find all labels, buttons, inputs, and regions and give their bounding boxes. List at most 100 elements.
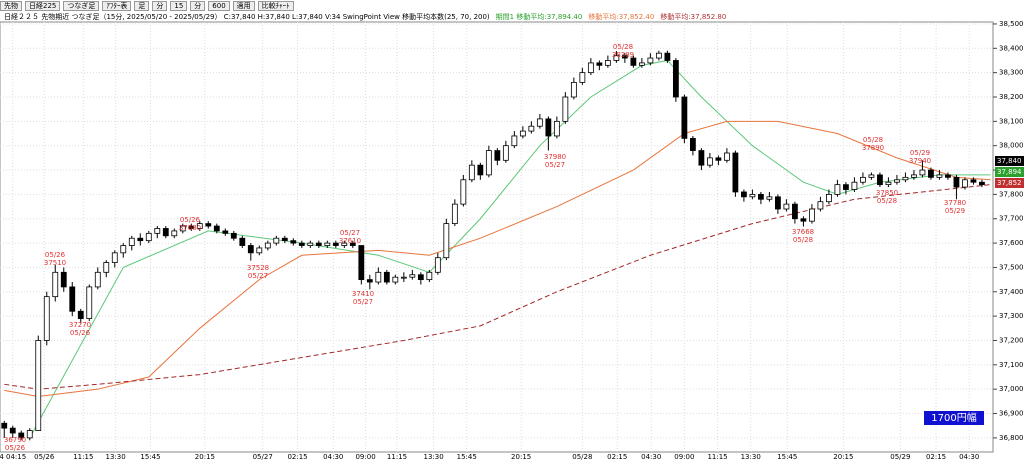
- header-segment: 移動平均:37,852.80: [660, 12, 726, 21]
- candle-body: [749, 193, 756, 198]
- candle-body: [349, 242, 356, 246]
- swing-label: 05/29: [910, 149, 930, 157]
- candle-body: [307, 242, 314, 246]
- candle-body: [613, 55, 620, 61]
- candle-body: [417, 274, 424, 281]
- swing-label: 37980: [544, 153, 566, 161]
- candle-body: [383, 271, 390, 283]
- candle-body: [196, 223, 203, 229]
- toolbar-item[interactable]: ｱﾌﾀｰ表: [102, 0, 132, 11]
- candle-body: [672, 60, 679, 98]
- toolbar-item[interactable]: 適用: [232, 0, 255, 11]
- x-tick-label: 20:15: [833, 453, 853, 461]
- candle-body: [698, 150, 705, 166]
- candle-body: [502, 145, 509, 161]
- toolbar-item[interactable]: 先物: [0, 0, 22, 11]
- candle-body: [953, 176, 960, 188]
- moving-average: [4, 184, 991, 390]
- swing-label: 37668: [792, 228, 814, 236]
- toolbar-item[interactable]: 日経225: [25, 0, 61, 11]
- candle-body: [834, 184, 841, 195]
- moving-average: [29, 59, 991, 439]
- candle-body: [766, 196, 773, 200]
- header-segment: 期間1 移動平均:37,894.40: [496, 12, 583, 21]
- x-tick-label: 11:15: [73, 453, 93, 461]
- candle-body: [621, 55, 628, 59]
- price-tag: 37,894: [997, 168, 1022, 176]
- swing-label: 05/26: [180, 216, 201, 224]
- candle-body: [247, 245, 254, 254]
- swing-label: 37610: [339, 237, 361, 245]
- candle-body: [154, 228, 161, 234]
- candle-body: [443, 223, 450, 259]
- candle-body: [596, 62, 603, 66]
- toolbar-item[interactable]: 足: [134, 0, 150, 11]
- swing-label: 05/28: [877, 197, 897, 205]
- candle-body: [332, 242, 339, 246]
- candle-body: [222, 230, 229, 234]
- candle-body: [128, 237, 135, 246]
- candle-body: [485, 150, 492, 176]
- candle-body: [451, 203, 458, 225]
- candle-body: [426, 271, 433, 281]
- toolbar-item[interactable]: 比較ﾁｬｰﾄ: [257, 0, 294, 11]
- candle-body: [740, 191, 747, 198]
- candle-body: [77, 310, 84, 319]
- candle-body: [162, 228, 169, 237]
- candle-body: [434, 257, 441, 273]
- swing-label: 37680: [179, 224, 201, 232]
- candle-body: [35, 340, 42, 431]
- price-tag: 37,852: [997, 179, 1022, 187]
- swing-label: 37940: [909, 157, 931, 165]
- header-segment: 日経２２５ 先物期近 つなぎ足（15分, 2025/05/20 - 2025/0…: [4, 12, 490, 21]
- x-tick-label: 02:15: [287, 453, 307, 461]
- candle-body: [26, 430, 33, 439]
- y-tick-label: 38,500: [999, 20, 1024, 28]
- candle-body: [315, 242, 322, 246]
- candle-body: [587, 62, 594, 74]
- candle-body: [562, 96, 569, 122]
- candle-body: [358, 245, 365, 281]
- x-tick-label: 05/28: [572, 453, 592, 461]
- candle-body: [18, 432, 25, 439]
- candle-body: [60, 271, 67, 288]
- x-tick-label: 15:45: [777, 453, 797, 461]
- y-tick-label: 37,800: [999, 190, 1024, 198]
- y-tick-label: 37,200: [999, 336, 1024, 344]
- candle-body: [94, 271, 101, 288]
- x-tick-label: 04:30: [959, 453, 979, 461]
- x-tick-label: 15:45: [140, 453, 160, 461]
- swing-label: 05/28: [613, 43, 633, 51]
- x-tick-label: 02:15: [607, 453, 627, 461]
- y-tick-label: 38,200: [999, 93, 1024, 101]
- toolbar-item[interactable]: 15: [170, 0, 188, 11]
- x-tick-label: 11:15: [387, 453, 407, 461]
- candle-body: [494, 150, 501, 161]
- toolbar: 先物 日経225 つなぎ足 ｱﾌﾀｰ表足分 15 分 600 適用 比較ﾁｬｰﾄ: [0, 0, 294, 11]
- candle-body: [860, 176, 866, 183]
- toolbar-item[interactable]: つなぎ足: [63, 0, 100, 11]
- candle-body: [817, 201, 824, 210]
- toolbar-item[interactable]: 600: [208, 0, 230, 11]
- candle-body: [366, 279, 373, 283]
- candle-body: [809, 208, 815, 222]
- y-tick-label: 38,000: [999, 142, 1024, 150]
- price-tag-bg: [995, 156, 1024, 166]
- swing-label: 05/27: [340, 229, 360, 237]
- x-tick-label: 20:15: [195, 453, 215, 461]
- y-tick-label: 36,900: [999, 410, 1024, 418]
- swing-label: 37410: [352, 290, 374, 298]
- x-tick-label: 13:30: [106, 453, 126, 461]
- toolbar-item[interactable]: 分: [190, 0, 206, 11]
- candle-body: [885, 181, 892, 186]
- candle-body: [894, 179, 900, 183]
- candle-body: [706, 157, 713, 166]
- toolbar-item[interactable]: 分: [152, 0, 168, 11]
- swing-label: 05/26: [70, 329, 91, 337]
- candle-body: [553, 120, 560, 137]
- candle-body: [911, 174, 917, 178]
- swing-label: 38389: [612, 51, 634, 59]
- candle-body: [230, 232, 237, 239]
